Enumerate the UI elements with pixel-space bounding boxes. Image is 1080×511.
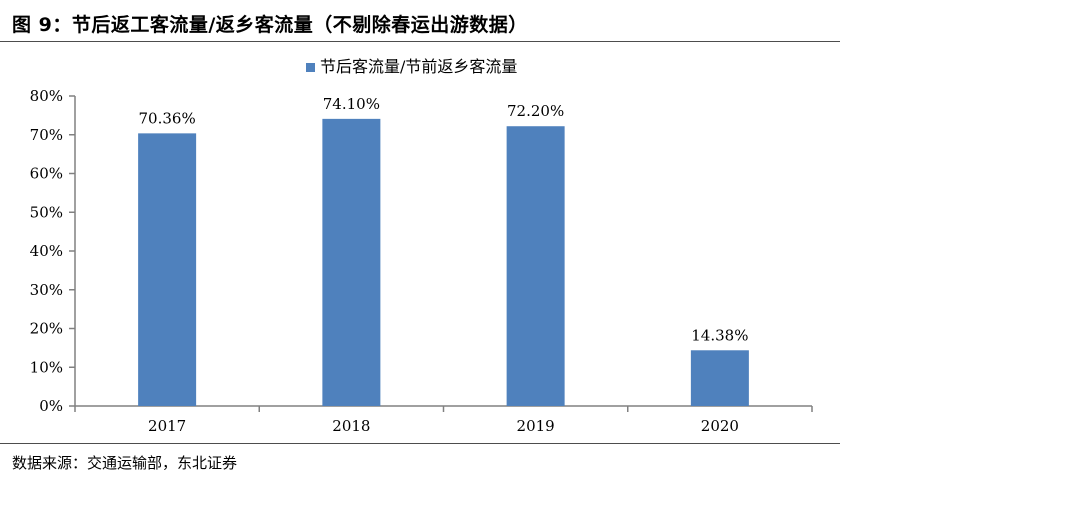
- y-tick-label: 0%: [39, 397, 63, 415]
- data-labels: 70.36% 74.10% 72.20% 14.38%: [139, 95, 749, 344]
- data-label: 14.38%: [691, 326, 748, 344]
- y-tick-label: 30%: [30, 281, 63, 299]
- legend-label: 节后客流量/节前返乡客流量: [320, 57, 517, 76]
- x-axis: 2017 2018 2019 2020: [74, 405, 813, 435]
- y-tick-label: 40%: [30, 242, 63, 260]
- y-tick-label: 60%: [30, 165, 63, 183]
- x-tick-label: 2017: [148, 417, 186, 435]
- x-tick-label: 2018: [332, 417, 370, 435]
- bar: [690, 350, 749, 406]
- bottom-rule: [0, 443, 840, 444]
- legend-swatch: [306, 63, 315, 72]
- data-label: 70.36%: [139, 109, 196, 127]
- y-tick-label: 10%: [30, 358, 63, 376]
- bar: [322, 118, 381, 407]
- bar: [506, 126, 565, 406]
- source-note: 数据来源：交通运输部，东北证券: [12, 454, 238, 472]
- y-tick-label: 70%: [30, 126, 63, 144]
- y-tick-label: 20%: [30, 320, 63, 338]
- x-tick-label: 2019: [517, 417, 555, 435]
- legend: 节后客流量/节前返乡客流量: [306, 57, 517, 76]
- bar-chart: 节后客流量/节前返乡客流量 0% 10% 20% 30% 40% 50% 60% 70% 80%…: [30, 57, 813, 435]
- y-axis: 0% 10% 20% 30% 40% 50% 60% 70% 80%: [30, 87, 76, 415]
- data-label: 74.10%: [323, 95, 380, 113]
- figure-title: 图 9：节后返工客流量/返乡客流量（不剔除春运出游数据）: [12, 14, 528, 36]
- bars: [138, 118, 749, 407]
- data-label: 72.20%: [507, 102, 564, 120]
- y-tick-label: 50%: [30, 203, 63, 221]
- bar: [138, 133, 197, 406]
- x-tick-label: 2020: [701, 417, 739, 435]
- y-tick-label: 80%: [30, 87, 63, 105]
- top-rule: [0, 41, 840, 42]
